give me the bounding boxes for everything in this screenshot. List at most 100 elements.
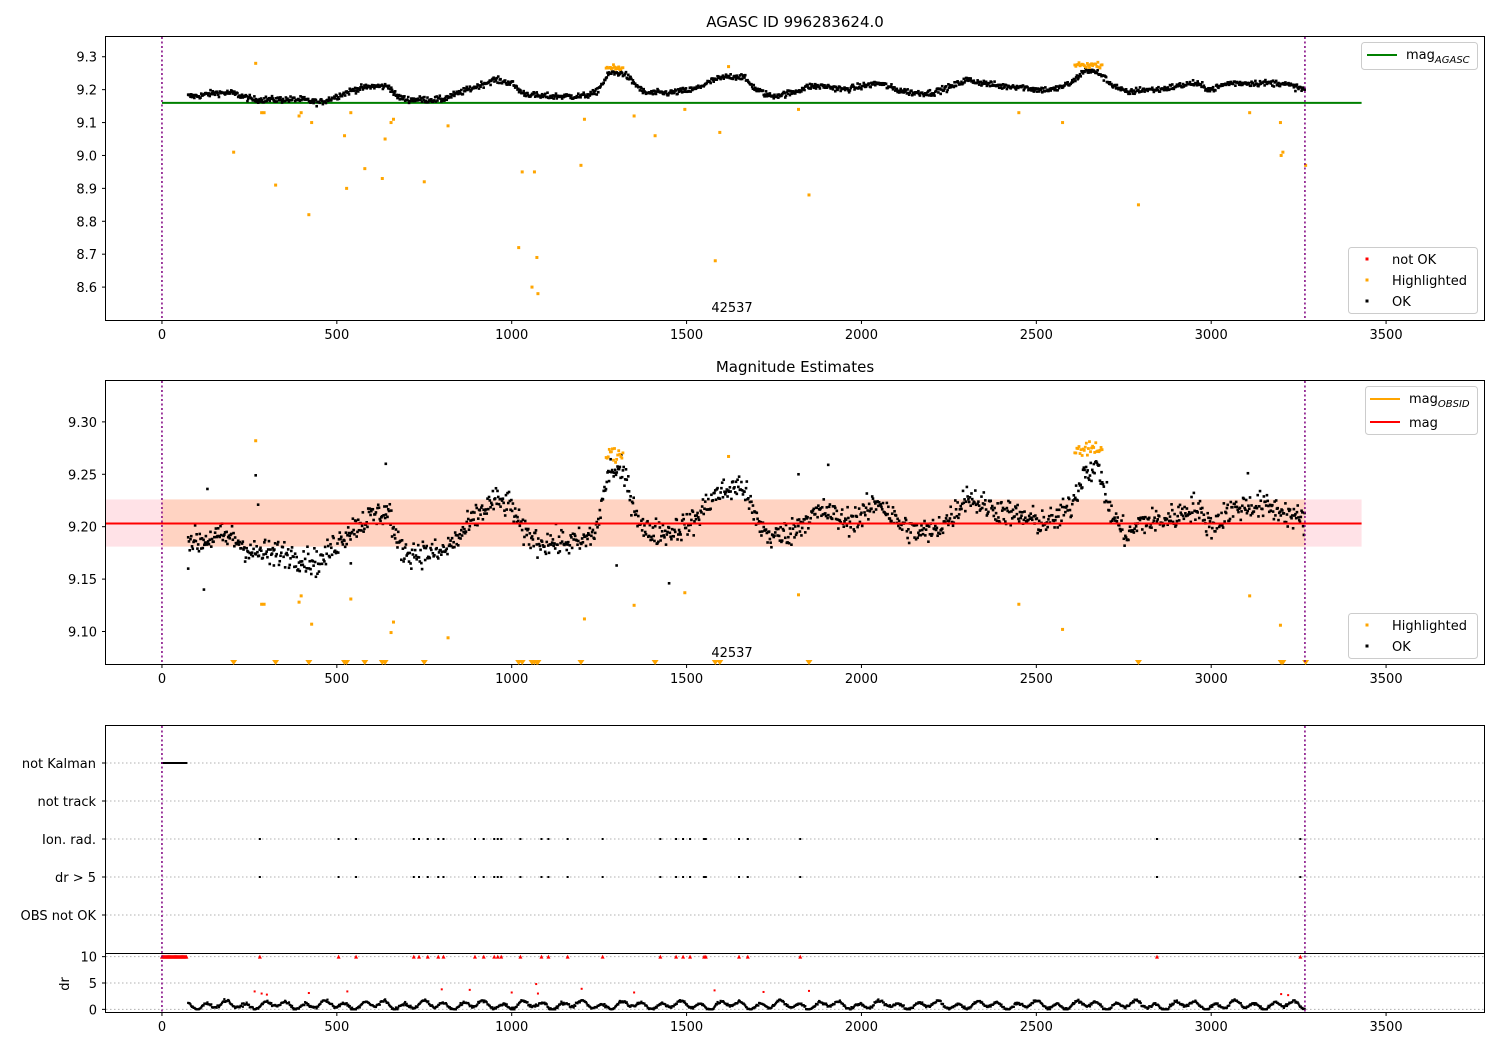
- highlighted-point: [349, 597, 353, 601]
- highlighted-point: [1136, 203, 1140, 207]
- dr-ok-point: [1128, 1004, 1131, 1007]
- ok-point: [679, 87, 682, 90]
- ok-point: [1291, 514, 1294, 517]
- ok-point: [263, 97, 266, 100]
- ok-point: [395, 93, 399, 97]
- ok-point: [353, 89, 356, 92]
- dr-clipped-marker: [1298, 954, 1303, 959]
- ok-point: [1294, 89, 1297, 93]
- ok-point: [373, 512, 377, 516]
- ok-point: [584, 544, 588, 548]
- ok-point: [1053, 526, 1056, 529]
- ok-point: [266, 548, 270, 551]
- highlighted-point: [517, 246, 521, 250]
- ok-point: [803, 531, 807, 534]
- ok-point: [1042, 515, 1046, 519]
- highlighted-point: [1074, 64, 1078, 68]
- ok-point: [1281, 509, 1284, 512]
- ok-point: [1289, 515, 1293, 519]
- ok-point: [906, 536, 909, 540]
- ok-point: [416, 99, 419, 102]
- ok-point: [409, 562, 412, 565]
- ok-point: [510, 509, 514, 513]
- ok-point: [540, 540, 544, 543]
- ok-point: [359, 85, 362, 89]
- ok-point: [617, 467, 621, 471]
- ok-point: [834, 85, 838, 89]
- ok-point: [927, 540, 930, 544]
- x-tick-label: 2000: [845, 328, 878, 343]
- ok-point: [779, 525, 782, 529]
- ok-point: [1196, 511, 1199, 514]
- ok-point: [298, 99, 302, 103]
- ok-point: [844, 518, 848, 521]
- ok-point: [1060, 519, 1063, 523]
- dr-ok-point: [578, 1001, 581, 1004]
- ok-point: [243, 546, 246, 549]
- ok-point: [1114, 519, 1117, 522]
- ok-point: [789, 532, 792, 536]
- dr-ok-point: [554, 1006, 558, 1009]
- ok-point: [446, 94, 449, 98]
- dr-ok-point: [1014, 1001, 1017, 1005]
- ok-point: [463, 531, 467, 535]
- highlighted-point: [1079, 448, 1083, 452]
- ok-point: [1217, 525, 1221, 529]
- ok-point: [719, 77, 722, 81]
- ok-point: [1238, 506, 1242, 510]
- ok-point: [677, 528, 681, 532]
- ok-point: [800, 526, 804, 530]
- ok-point: [532, 544, 535, 548]
- ok-point: [736, 478, 739, 482]
- ok-point: [1231, 82, 1235, 86]
- ok-point: [510, 498, 513, 502]
- ok-point: [577, 95, 581, 99]
- ok-point: [927, 89, 930, 93]
- ok-point: [203, 543, 206, 547]
- highlighted-point: [606, 455, 610, 459]
- y-tick-label: 8.6: [76, 281, 97, 296]
- dr-ok-point: [1114, 1002, 1117, 1005]
- ok-point: [1191, 502, 1195, 505]
- dr-ok-point: [986, 1005, 989, 1009]
- ok-point: [433, 538, 437, 542]
- ok-point: [728, 76, 732, 80]
- ok-point: [353, 532, 356, 536]
- dr-clipped-marker: [737, 954, 742, 959]
- ok-point: [1196, 80, 1199, 83]
- dr-ok-point: [1012, 1005, 1015, 1008]
- ok-point: [576, 543, 579, 547]
- ok-point: [568, 544, 572, 547]
- ok-point: [1272, 85, 1276, 88]
- ok-point: [887, 505, 890, 509]
- ok-point: [313, 100, 316, 103]
- ok-point: [710, 493, 713, 497]
- dr-ok-point: [894, 1003, 897, 1007]
- ok-point: [534, 529, 538, 532]
- ok-point: [830, 517, 834, 521]
- ok-point: [279, 551, 283, 555]
- ok-point: [997, 86, 1001, 90]
- ok-point: [346, 90, 350, 94]
- ok-point: [333, 95, 336, 98]
- ok-point: [517, 508, 521, 512]
- ok-point: [1195, 83, 1199, 87]
- ok-point: [441, 544, 445, 547]
- dr-ok-point: [1008, 1007, 1012, 1010]
- ok-point: [891, 506, 895, 509]
- ok-point: [801, 88, 805, 91]
- ok-point: [793, 536, 796, 539]
- dr-gt5-point: [482, 876, 485, 878]
- ok-point: [248, 93, 252, 97]
- ok-point: [339, 537, 342, 541]
- ok-point: [1126, 90, 1129, 94]
- dr-ok-point: [1228, 1004, 1231, 1007]
- ok-point: [934, 89, 938, 93]
- ok-point: [417, 556, 421, 559]
- dr-ok-point: [556, 1006, 559, 1010]
- ok-point: [1064, 510, 1067, 514]
- ok-point: [1292, 85, 1296, 89]
- ok-point: [807, 87, 811, 90]
- ok-point: [228, 92, 232, 95]
